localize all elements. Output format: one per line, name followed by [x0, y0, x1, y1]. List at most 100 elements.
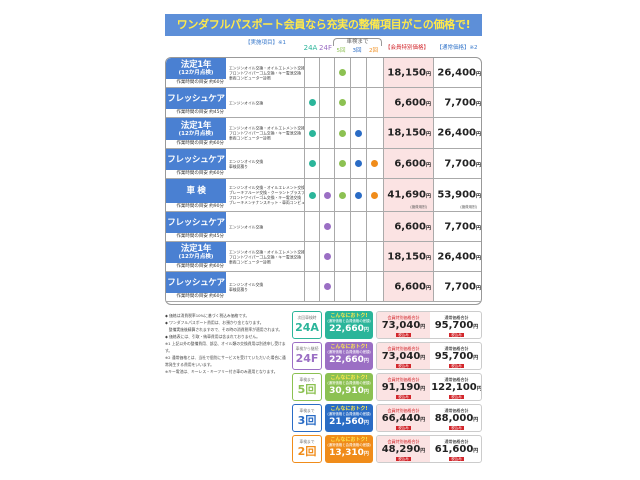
member-price: 6,600 — [394, 281, 426, 292]
member-total: 73,040 — [381, 351, 421, 362]
item-text: エンジンオイル交換 — [229, 281, 264, 287]
tax-badge: 税込み — [449, 457, 464, 461]
member-price-cell: 18,150円 — [383, 58, 433, 87]
saving-value: 21,560 — [329, 416, 364, 427]
row-name: 法定1年 — [180, 60, 212, 70]
yen: 円 — [420, 324, 426, 330]
member-price-cell: 18,150円 — [383, 242, 433, 271]
plan-label-small: 車検まで — [299, 408, 315, 413]
normal-total: 95,700 — [434, 351, 474, 362]
mark-col-5 — [334, 149, 350, 178]
normal-price-cell: 26,400円 — [433, 242, 481, 271]
plan-label: 車検から継続 24F — [292, 342, 322, 370]
note-line: ◆ ワンダフルパスポート費用は、お預かり金となります。 — [165, 320, 264, 325]
mark-col-3 — [350, 88, 366, 117]
normal-total: 61,600 — [434, 444, 474, 455]
header-2: 2回 — [369, 48, 378, 54]
row-items: エンジンオイル交換 — [229, 224, 263, 229]
plan-label-main: 2回 — [297, 445, 317, 458]
item-text: フロントワイパーゴム交換・キー電池交換 — [229, 254, 302, 259]
row-label: フレッシュケア 作業時間の目安 約60分 — [166, 149, 226, 178]
yen: 円 — [425, 193, 431, 200]
mark-col-5 — [334, 272, 350, 301]
member-price: 6,600 — [394, 97, 426, 108]
row-items: エンジンオイル交換・オイルエレメント交換 ブレーキフルード交換・クーラントプラスプ… — [229, 185, 324, 205]
yen: 円 — [425, 131, 431, 138]
mark-col-24A — [304, 242, 319, 271]
mark-col-2 — [366, 212, 383, 241]
plan-label-main: 24F — [295, 352, 319, 365]
mark-dot — [324, 253, 331, 260]
yen: 円 — [475, 131, 481, 138]
price-note: (諸費用別) — [460, 205, 477, 209]
member-price: 41,690 — [387, 189, 426, 201]
saving-box: こんなにおトク! (通常価格と会員価格の差額) 22,660円 — [325, 342, 373, 370]
yen: 円 — [475, 162, 481, 168]
yen: 円 — [425, 285, 431, 291]
yen: 円 — [473, 324, 479, 330]
note-line: ◆ 価格は消費税率10%に基づく税込み価格です。 — [165, 313, 250, 318]
saving-box: こんなにおトク! (通常価格と会員価格の差額) 22,660円 — [325, 311, 373, 339]
yen: 円 — [363, 326, 369, 333]
yen: 円 — [475, 225, 481, 231]
deal-sub: (通常価格と会員価格の差額) — [327, 381, 371, 385]
item-text: エンジンオイル交換・オイルエレメント交換 — [229, 125, 305, 131]
mark-col-24F — [319, 212, 334, 241]
saving-box: こんなにおトク! (通常価格と会員価格の差額) 30,910円 — [325, 373, 373, 401]
mark-dot — [324, 191, 331, 199]
row-label: 法定1年 (12か月点検) 作業時間の目安 約60分 — [166, 58, 226, 87]
mark-dot — [339, 69, 346, 76]
member-total: 91,190 — [381, 382, 421, 393]
item-text: 車両コンピューター診断 — [229, 259, 271, 264]
yen: 円 — [363, 419, 369, 426]
mark-col-5 — [334, 179, 350, 211]
yen: 円 — [475, 193, 481, 200]
mark-col-2 — [366, 118, 383, 148]
normal-total-title: 通常価格合計 — [444, 408, 469, 413]
normal-total: 122,100 — [431, 382, 477, 393]
mark-col-5 — [334, 212, 350, 241]
row-name: 車 検 — [186, 186, 206, 196]
header-5: 5回 — [336, 48, 346, 54]
member-price-cell: 18,150円 — [383, 118, 433, 148]
mark-col-2 — [366, 58, 383, 87]
plan-label-main: 5回 — [297, 383, 317, 396]
mark-col-2 — [366, 149, 383, 178]
yen: 円 — [475, 255, 481, 261]
mark-dot — [309, 160, 316, 167]
row-time: 作業時間の目安 約45分 — [176, 234, 224, 239]
table-row: フレッシュケア 作業時間の目安 約45分 エンジンオイル交換 6,600円 7,700円 — [166, 212, 481, 242]
item-text: エンジンオイル交換・オイルエレメント交換 — [229, 249, 305, 254]
yen: 円 — [475, 101, 481, 107]
normal-price-cell: 7,700円 — [433, 149, 481, 178]
normal-price: 26,400 — [437, 127, 476, 139]
row-sub: (12か月点検) — [178, 70, 214, 76]
row-label: フレッシュケア 作業時間の目安 約60分 — [166, 272, 226, 301]
mark-col-24F — [319, 272, 334, 301]
mark-col-24F — [319, 118, 334, 148]
member-total-title: 会員特別価格合計 — [387, 346, 420, 351]
table-row: フレッシュケア 作業時間の目安 約60分 エンジンオイル交換 車検見積り 6,600円 7… — [166, 272, 481, 302]
table-row: 法定1年 (12か月点検) 作業時間の目安 約60分 エンジンオイル交換・オイルエレメ… — [166, 242, 481, 272]
plan-label-small: 車検まで — [299, 439, 315, 444]
row-name: フレッシュケア — [167, 93, 225, 104]
mark-col-24F — [319, 149, 334, 178]
total-box: 会員特別価格合計 48,290円 税込み 通常価格合計 61,600円 税込み — [376, 435, 482, 463]
row-items: エンジンオイル交換 車検見積り — [229, 282, 263, 292]
row-name: 法定1年 — [180, 120, 212, 131]
row-name: フレッシュケア — [167, 277, 225, 288]
mark-col-24A — [304, 118, 319, 148]
yen: 円 — [475, 285, 481, 291]
mark-dot — [371, 160, 378, 167]
row-items: エンジンオイル交換 車検見積り — [229, 159, 263, 169]
tax-badge: 税込み — [396, 364, 411, 368]
note-line: 整備実施後精算されますので、その時の消費税率が適用されます。 — [165, 327, 283, 332]
tax-badge: 税込み — [449, 333, 464, 337]
normal-total-title: 通常価格合計 — [444, 439, 469, 444]
mark-dot — [339, 191, 346, 199]
normal-price-cell: 26,400円 — [433, 58, 481, 87]
item-text: ブレーキフルード交換・クーラントプラスプレミアム — [229, 190, 320, 195]
member-price: 6,600 — [394, 158, 426, 169]
mark-col-5 — [334, 88, 350, 117]
deal-sub: (通常価格と会員価格の差額) — [327, 412, 371, 416]
